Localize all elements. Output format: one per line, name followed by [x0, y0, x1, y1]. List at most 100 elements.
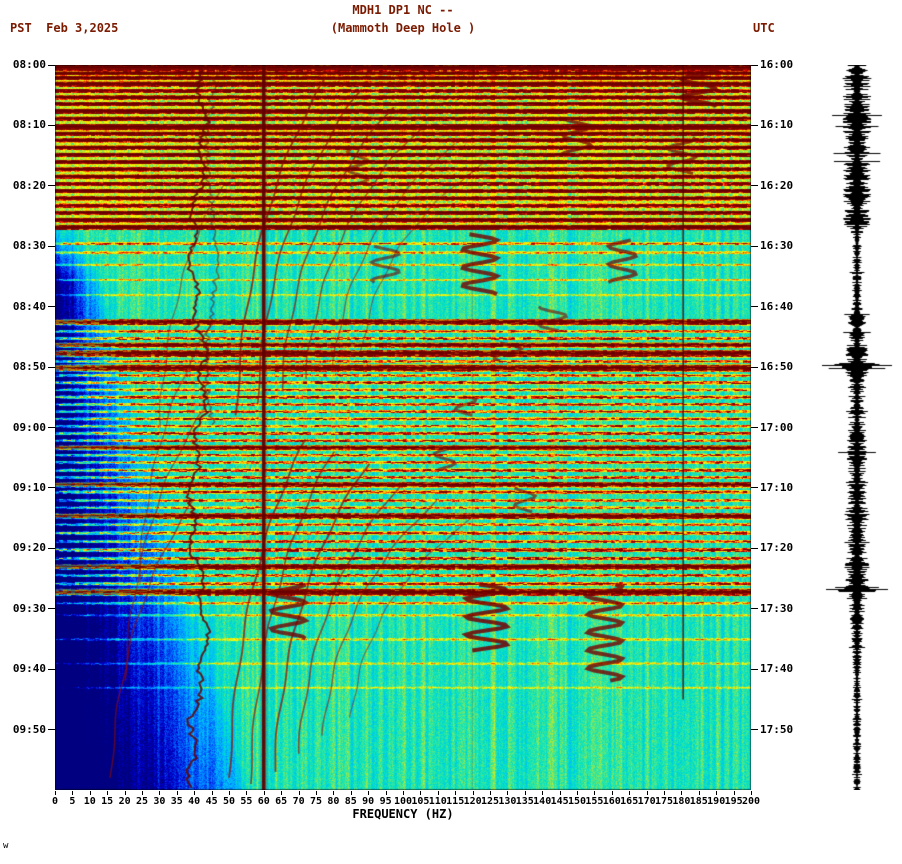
station-subtitle: (Mammoth Deep Hole ) [330, 21, 476, 35]
freq-tick-mark [611, 791, 613, 795]
utc-time-label: 16:20 [760, 178, 794, 192]
utc-tick-mark [751, 427, 758, 428]
freq-tick-label: 50 [222, 796, 236, 807]
utc-tick-mark [751, 608, 758, 610]
pst-tick-mark [48, 64, 55, 66]
seismogram-canvas [820, 65, 894, 790]
pst-tick-mark [48, 124, 55, 126]
freq-tick-mark [229, 791, 230, 795]
freq-tick-mark [55, 791, 56, 795]
freq-tick-mark [524, 791, 526, 795]
freq-tick-label: 65 [275, 796, 288, 807]
frequency-axis-label: FREQUENCY (HZ) [352, 807, 454, 821]
freq-tick-mark [751, 791, 752, 795]
corner-mark: w [3, 841, 9, 851]
freq-tick-mark [350, 791, 352, 795]
freq-tick-label: 20 [118, 796, 131, 807]
freq-tick-label: 160 [602, 796, 621, 807]
pst-tick-mark [48, 729, 55, 731]
freq-tick-mark [142, 791, 143, 795]
freq-tick-label: 30 [153, 796, 166, 807]
pst-tick-mark [48, 427, 55, 428]
freq-tick-mark [316, 791, 317, 795]
freq-tick-label: 185 [689, 796, 708, 807]
freq-tick-label: 125 [480, 796, 500, 807]
freq-tick-label: 115 [446, 796, 465, 807]
utc-time-label: 16:00 [760, 58, 794, 71]
freq-tick-label: 75 [309, 796, 323, 807]
freq-tick-mark [437, 791, 439, 795]
pst-time-label: 08:30 [12, 239, 46, 253]
freq-tick-label: 25 [135, 796, 149, 807]
freq-tick-mark [733, 791, 735, 795]
freq-tick-mark [107, 791, 109, 795]
utc-tick-mark [751, 306, 758, 308]
freq-tick-label: 85 [344, 796, 357, 807]
freq-tick-mark [124, 791, 126, 795]
pst-tick-mark [48, 185, 55, 187]
utc-label: UTC [753, 21, 775, 35]
spectrogram-canvas [55, 65, 751, 790]
freq-tick-label: 165 [620, 796, 639, 807]
freq-tick-mark [507, 791, 509, 795]
utc-time-label: 16:40 [760, 299, 794, 313]
utc-tick-mark [751, 64, 758, 66]
freq-tick-mark [281, 791, 283, 795]
utc-tick-mark [751, 124, 758, 126]
pst-tick-mark [48, 487, 55, 489]
freq-tick-label: 70 [292, 796, 305, 807]
freq-tick-label: 10 [83, 796, 96, 807]
freq-tick-mark [176, 791, 178, 795]
freq-tick-mark [472, 791, 474, 795]
freq-tick-label: 155 [585, 796, 604, 807]
freq-tick-mark [542, 791, 544, 795]
utc-tick-mark [751, 547, 758, 549]
utc-time-label: 17:20 [760, 541, 794, 555]
freq-tick-label: 35 [170, 796, 183, 807]
utc-tick-mark [751, 668, 758, 670]
pst-time-label: 08:00 [12, 58, 46, 71]
utc-tick-mark [751, 366, 758, 368]
utc-time-label: 17:00 [760, 420, 794, 434]
freq-tick-label: 145 [550, 796, 569, 807]
freq-tick-mark [559, 791, 561, 795]
utc-tick-mark [751, 245, 758, 247]
pst-time-label: 09:00 [12, 420, 46, 434]
freq-tick-label: 95 [379, 796, 392, 807]
freq-tick-mark [159, 791, 161, 795]
pst-time-label: 08:40 [12, 299, 46, 313]
freq-tick-label: 40 [188, 796, 201, 807]
pst-time-label: 08:50 [12, 360, 46, 374]
freq-tick-label: 180 [672, 796, 691, 807]
pst-tick-mark [48, 547, 55, 549]
freq-tick-mark [194, 791, 196, 795]
freq-tick-mark [577, 791, 578, 795]
freq-tick-label: 200 [741, 796, 761, 807]
pst-time-label: 08:20 [12, 178, 46, 192]
freq-tick-mark [385, 791, 387, 795]
station-title: MDH1 DP1 NC -- [352, 3, 454, 17]
pst-tick-mark [48, 668, 55, 670]
freq-tick-mark [368, 791, 370, 795]
freq-tick-label: 190 [707, 796, 726, 807]
pst-time-label: 09:20 [12, 541, 46, 555]
freq-tick-label: 120 [463, 796, 482, 807]
utc-time-label: 16:30 [760, 239, 794, 253]
pst-time-label: 09:50 [12, 722, 46, 736]
freq-tick-mark [211, 791, 213, 795]
freq-tick-mark [333, 791, 335, 795]
pst-tick-mark [48, 608, 55, 610]
utc-time-label: 17:10 [760, 480, 794, 494]
pst-time-label: 09:30 [12, 601, 46, 615]
freq-tick-mark [89, 791, 91, 795]
pst-time-label: 09:10 [12, 480, 46, 494]
pst-tick-mark [48, 245, 55, 247]
pst-tick-mark [48, 306, 55, 308]
freq-tick-mark [594, 791, 596, 795]
freq-tick-label: 105 [411, 796, 430, 807]
freq-tick-mark [716, 791, 718, 795]
freq-tick-mark [263, 791, 265, 795]
freq-tick-label: 90 [362, 796, 375, 807]
pst-date-label: PST Feb 3,2025 [10, 21, 119, 35]
freq-tick-mark [681, 791, 683, 795]
